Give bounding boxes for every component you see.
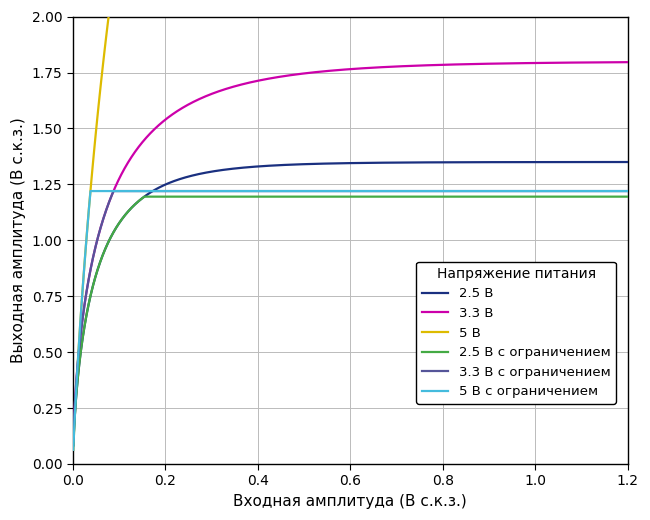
- 2.5 В: [344, 160, 352, 166]
- 3.3 В: [514, 60, 521, 67]
- 3.3 В: [617, 59, 625, 66]
- 2.5 В с ограничением: [70, 442, 77, 448]
- 2.5 В с ограничением: [617, 193, 625, 200]
- 3.3 В с ограничением: [514, 188, 521, 194]
- Line: 2.5 В: 2.5 В: [73, 162, 637, 445]
- Line: 3.3 В: 3.3 В: [73, 62, 637, 440]
- 3.3 В: [98, 219, 106, 226]
- 3.3 В с ограничением: [344, 188, 352, 194]
- 5 В с ограничением: [329, 188, 337, 194]
- 3.3 В с ограничением: [110, 188, 118, 194]
- 5 В: [86, 194, 94, 200]
- Line: 3.3 В с ограничением: 3.3 В с ограничением: [73, 191, 637, 440]
- 5 В: [91, 138, 99, 145]
- 5 В с ограничением: [344, 188, 352, 194]
- 5 В с ограничением: [70, 447, 77, 453]
- 2.5 В с ограничением: [98, 254, 106, 260]
- 5 В с ограничением: [98, 188, 106, 194]
- 5 В: [79, 290, 86, 296]
- 3.3 В: [617, 59, 625, 66]
- 3.3 В с ограничением: [617, 188, 625, 194]
- Y-axis label: Выходная амплитуда (В с.к.з.): Выходная амплитуда (В с.к.з.): [11, 118, 26, 363]
- 2.5 В с ограничением: [633, 193, 641, 200]
- 2.5 В: [617, 159, 625, 165]
- 2.5 В: [633, 159, 641, 165]
- 5 В с ограничением: [617, 188, 625, 194]
- Line: 5 В: 5 В: [73, 17, 109, 450]
- 3.3 В с ограничением: [98, 219, 106, 226]
- 5 В с ограничением: [86, 188, 94, 194]
- 3.3 В с ограничением: [633, 188, 641, 194]
- Legend: 2.5 В, 3.3 В, 5 В, 2.5 В с ограничением, 3.3 В с ограничением, 5 В с ограничение: 2.5 В, 3.3 В, 5 В, 2.5 В с ограничением,…: [417, 262, 616, 404]
- 5 В: [90, 147, 98, 153]
- Line: 2.5 В с ограничением: 2.5 В с ограничением: [73, 197, 637, 445]
- 3.3 В с ограничением: [617, 188, 625, 194]
- 2.5 В с ограничением: [344, 193, 352, 200]
- 5 В с ограничением: [633, 188, 641, 194]
- X-axis label: Входная амплитуда (В с.к.з.): Входная амплитуда (В с.к.з.): [233, 494, 467, 509]
- 3.3 В: [329, 68, 337, 74]
- 5 В: [72, 399, 79, 405]
- 3.3 В с ограничением: [70, 437, 77, 443]
- 2.5 В: [514, 159, 521, 165]
- 2.5 В: [617, 159, 625, 165]
- 5 В: [70, 447, 77, 453]
- 5 В: [93, 121, 101, 127]
- 2.5 В: [329, 160, 337, 166]
- 3.3 В: [344, 66, 352, 72]
- Line: 5 В с ограничением: 5 В с ограничением: [73, 191, 637, 450]
- 2.5 В с ограничением: [617, 193, 625, 200]
- 5 В: [105, 14, 112, 20]
- 3.3 В: [70, 437, 77, 443]
- 2.5 В: [98, 254, 106, 260]
- 2.5 В с ограничением: [329, 193, 337, 200]
- 5 В с ограничением: [514, 188, 521, 194]
- 3.3 В: [633, 59, 641, 65]
- 2.5 В с ограничением: [514, 193, 521, 200]
- 3.3 В с ограничением: [329, 188, 337, 194]
- 5 В с ограничением: [617, 188, 625, 194]
- 2.5 В: [70, 442, 77, 448]
- 2.5 В с ограничением: [140, 193, 148, 200]
